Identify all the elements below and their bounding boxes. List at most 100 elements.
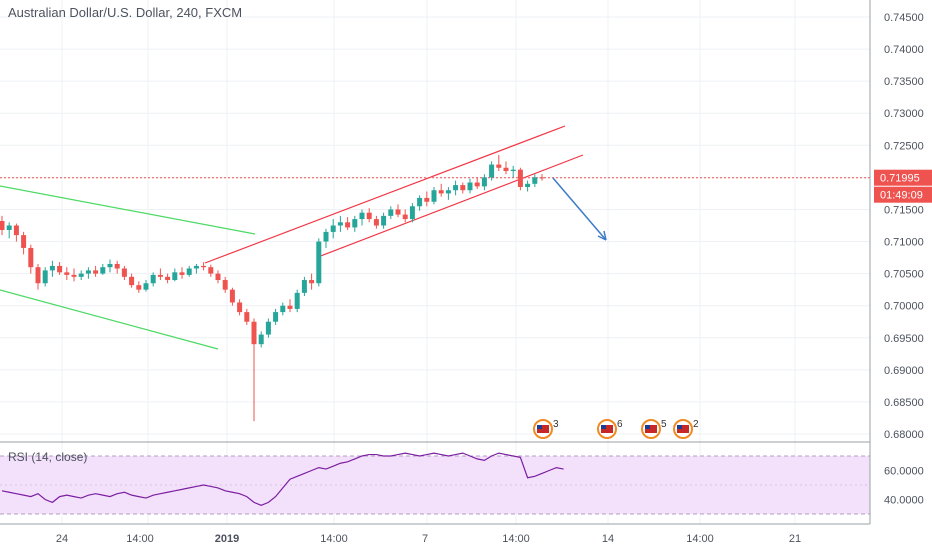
candle-body xyxy=(244,312,250,322)
candle-body xyxy=(301,280,307,293)
candle-body xyxy=(172,272,178,281)
candle-body xyxy=(71,274,77,277)
price-tick-label: 0.70000 xyxy=(884,301,924,313)
candle-body xyxy=(417,197,423,207)
candle-body xyxy=(28,247,34,268)
price-tick-label: 0.74000 xyxy=(884,44,924,56)
event-marker[interactable]: 5 xyxy=(641,419,667,439)
candle-body xyxy=(323,231,329,242)
candle-body xyxy=(21,235,27,248)
rsi-pane xyxy=(0,452,870,515)
candle-body xyxy=(186,268,192,275)
candle-body xyxy=(129,276,135,286)
candle-body xyxy=(93,270,99,274)
event-count: 2 xyxy=(693,419,699,430)
candle-body xyxy=(157,274,163,277)
candle-body xyxy=(309,280,315,284)
candle-body xyxy=(539,177,545,179)
price-badge xyxy=(874,169,932,186)
candle-body xyxy=(100,267,106,274)
candle-body xyxy=(143,283,149,290)
event-marker[interactable]: 2 xyxy=(673,419,699,439)
price-tick-label: 0.72500 xyxy=(884,140,924,152)
candle-body xyxy=(251,321,257,345)
price-tick-label: 0.69500 xyxy=(884,333,924,345)
flag-stripe xyxy=(537,425,549,433)
green-trendline-upper xyxy=(0,185,256,235)
time-tick-label: 14:00 xyxy=(126,533,154,545)
rsi-line xyxy=(1,452,564,506)
flag-stripe xyxy=(645,425,657,433)
candle-body xyxy=(57,265,63,273)
candle-body xyxy=(280,305,286,313)
event-marker[interactable]: 6 xyxy=(597,419,623,439)
time-tick-label: 14:00 xyxy=(686,533,714,545)
event-count: 5 xyxy=(661,419,667,430)
flag-stripe xyxy=(677,425,689,433)
candle-body xyxy=(165,276,171,281)
channel-upper-line xyxy=(204,125,566,264)
candle-body xyxy=(273,312,279,322)
candle-body xyxy=(532,177,538,184)
candle-body xyxy=(64,272,70,275)
candle-body xyxy=(460,185,466,191)
candle-body xyxy=(453,185,459,191)
candle-body xyxy=(201,265,207,268)
price-tick-label: 0.68000 xyxy=(884,429,924,441)
candle-body xyxy=(114,263,120,269)
candle-body xyxy=(388,209,394,216)
chart-grid xyxy=(0,0,870,524)
candle-body xyxy=(431,190,437,202)
event-marker[interactable]: 3 xyxy=(533,419,559,439)
candle-body xyxy=(287,305,293,309)
candle-body xyxy=(49,265,55,271)
candle-body xyxy=(337,222,343,226)
price-tick-label: 0.70500 xyxy=(884,269,924,281)
candle-body xyxy=(222,280,228,290)
candle-body xyxy=(366,212,372,220)
time-tick-label: 14 xyxy=(602,533,614,545)
price-tick-label: 0.74500 xyxy=(884,12,924,24)
event-count: 3 xyxy=(553,419,559,430)
candle-body xyxy=(395,209,401,215)
candle-body xyxy=(445,190,451,194)
countdown-badge xyxy=(874,186,932,203)
candle-body xyxy=(373,219,379,226)
candle-body xyxy=(525,183,531,188)
candle-body xyxy=(424,197,430,202)
candle-body xyxy=(78,273,84,277)
time-tick-label: 14:00 xyxy=(502,533,530,545)
price-tick-label: 0.69000 xyxy=(884,365,924,377)
candle-body xyxy=(150,274,156,284)
time-tick-label: 7 xyxy=(422,533,428,545)
price-tick-label: 0.73000 xyxy=(884,108,924,120)
candle-body xyxy=(402,214,408,220)
chart-drawings xyxy=(0,125,870,350)
channel-lower-line xyxy=(317,154,584,258)
candlestick-series xyxy=(0,154,545,422)
candle-body xyxy=(474,182,480,187)
candle-body xyxy=(85,270,91,274)
candle-body xyxy=(6,225,12,230)
flag-canton xyxy=(537,425,542,429)
candle-body xyxy=(136,285,142,290)
candle-body xyxy=(503,167,509,171)
price-tick-label: 0.71000 xyxy=(884,237,924,249)
event-count: 6 xyxy=(617,419,623,430)
time-tick-label: 14:00 xyxy=(320,533,348,545)
candle-body xyxy=(193,265,199,269)
candle-body xyxy=(345,222,351,228)
candle-body xyxy=(510,169,516,171)
symbol-title: Australian Dollar/U.S. Dollar, 240, FXCM xyxy=(8,5,243,20)
candle-body xyxy=(352,219,358,228)
economic-events[interactable]: 3 6 5 2 xyxy=(533,419,699,439)
green-trendline-lower xyxy=(0,289,219,350)
price-tick-label: 0.71500 xyxy=(884,204,924,216)
candle-body xyxy=(42,270,48,284)
rsi-tick-label: 40.0000 xyxy=(884,495,924,507)
flag-canton xyxy=(677,425,682,429)
candle-body xyxy=(381,215,387,226)
candle-body xyxy=(208,267,214,274)
